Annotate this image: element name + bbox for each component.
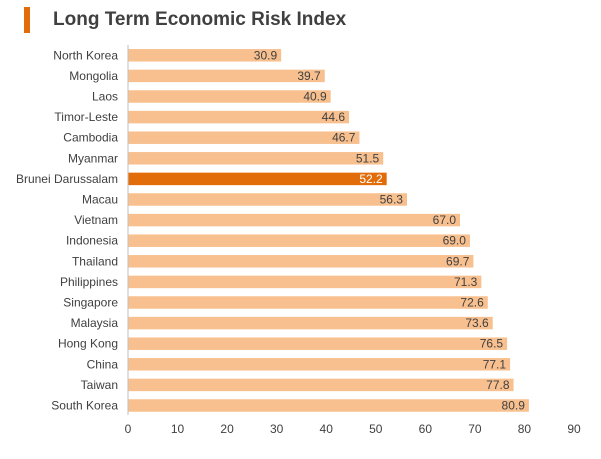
bar bbox=[128, 255, 474, 268]
value-label: 72.6 bbox=[460, 296, 484, 310]
category-label: Macau bbox=[82, 193, 118, 207]
title-accent-bar bbox=[24, 7, 30, 33]
x-tick-label: 40 bbox=[320, 422, 334, 436]
value-label: 44.6 bbox=[322, 110, 346, 124]
category-label: Hong Kong bbox=[58, 337, 118, 351]
category-label: China bbox=[87, 357, 119, 371]
category-label: Taiwan bbox=[81, 378, 118, 392]
x-tick-label: 30 bbox=[270, 422, 284, 436]
value-label: 69.0 bbox=[443, 234, 467, 248]
value-label: 77.1 bbox=[483, 357, 507, 371]
category-label: Cambodia bbox=[63, 131, 118, 145]
value-label: 73.6 bbox=[465, 316, 489, 330]
category-label: Singapore bbox=[63, 296, 118, 310]
title-block: Long Term Economic Risk Index bbox=[24, 4, 346, 36]
value-label: 80.9 bbox=[502, 399, 526, 413]
x-tick-label: 50 bbox=[369, 422, 383, 436]
category-label: Brunei Darussalam bbox=[16, 172, 118, 186]
value-label: 39.7 bbox=[297, 69, 321, 83]
category-label: Indonesia bbox=[66, 234, 118, 248]
bar bbox=[128, 131, 360, 144]
category-label: Timor-Leste bbox=[54, 110, 118, 124]
category-label: Malaysia bbox=[71, 316, 119, 330]
x-tick-label: 10 bbox=[171, 422, 185, 436]
x-tick-label: 0 bbox=[125, 422, 132, 436]
x-tick-label: 60 bbox=[419, 422, 433, 436]
bar bbox=[128, 275, 482, 289]
value-label: 51.5 bbox=[356, 151, 380, 165]
x-tick-label: 20 bbox=[220, 422, 234, 436]
value-label: 69.7 bbox=[446, 254, 470, 268]
category-label: Philippines bbox=[60, 275, 118, 289]
bar bbox=[128, 358, 511, 371]
value-label: 40.9 bbox=[303, 90, 327, 104]
bar bbox=[128, 110, 350, 124]
x-tick-label: 70 bbox=[468, 422, 482, 436]
category-label: North Korea bbox=[53, 48, 118, 62]
bar bbox=[128, 337, 508, 350]
value-label: 71.3 bbox=[454, 275, 478, 289]
value-label: 30.9 bbox=[254, 48, 278, 62]
category-label: Laos bbox=[92, 90, 118, 104]
bar bbox=[128, 234, 470, 247]
category-label: Mongolia bbox=[69, 69, 118, 83]
category-label: Myanmar bbox=[68, 151, 118, 165]
category-label: South Korea bbox=[51, 399, 118, 413]
category-label: Thailand bbox=[72, 254, 118, 268]
value-label: 67.0 bbox=[433, 213, 457, 227]
bar bbox=[128, 296, 488, 309]
bar bbox=[128, 213, 461, 227]
value-label: 76.5 bbox=[480, 337, 504, 351]
value-label: 52.2 bbox=[359, 172, 383, 186]
chart-title: Long Term Economic Risk Index bbox=[53, 9, 347, 30]
bar bbox=[128, 90, 331, 103]
x-tick-label: 80 bbox=[518, 422, 532, 436]
bar bbox=[128, 69, 325, 83]
bar bbox=[128, 49, 282, 62]
value-label: 77.8 bbox=[486, 378, 510, 392]
bar bbox=[128, 399, 529, 412]
value-label: 56.3 bbox=[380, 193, 404, 207]
x-tick-label: 90 bbox=[567, 422, 581, 436]
bar bbox=[128, 378, 514, 392]
category-label: Vietnam bbox=[74, 213, 118, 227]
bar-highlighted bbox=[128, 172, 387, 186]
bar bbox=[128, 152, 384, 165]
bar bbox=[128, 316, 493, 330]
value-label: 46.7 bbox=[332, 131, 356, 145]
bar bbox=[128, 193, 407, 206]
